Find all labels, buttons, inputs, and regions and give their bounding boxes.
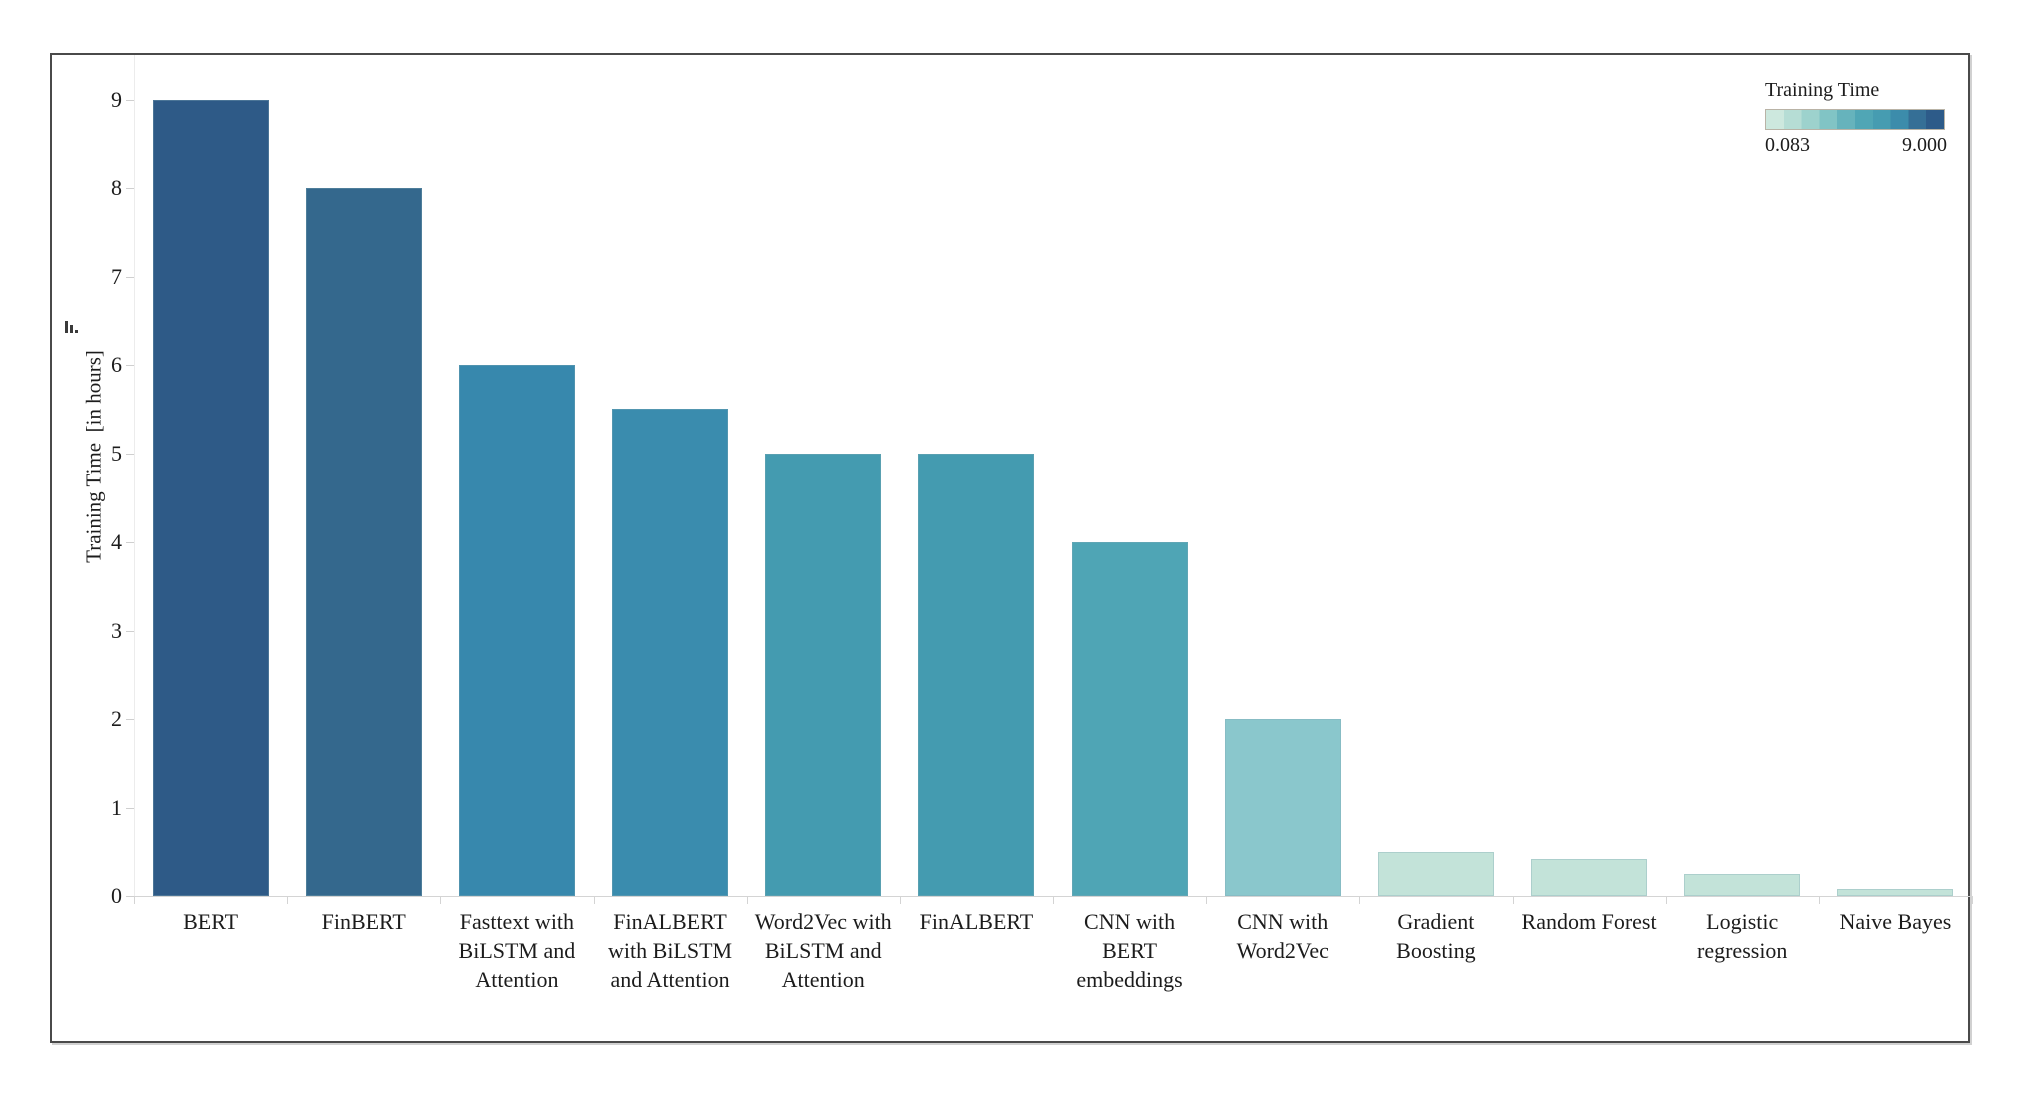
y-tick-label-9: 9 bbox=[111, 86, 122, 112]
bar-finalbert-bilstm-attention[interactable] bbox=[612, 409, 729, 896]
x-label-cnn-bert-embeddings: CNN with BERT embeddings bbox=[1076, 909, 1183, 992]
x-label-logistic-regression: Logistic regression bbox=[1697, 909, 1788, 963]
bar-gradient-boosting[interactable] bbox=[1377, 851, 1494, 896]
x-label-naive-bayes: Naive Bayes bbox=[1839, 909, 1952, 934]
legend-title: Training Time bbox=[1765, 79, 1880, 101]
x-tick-mark bbox=[1053, 896, 1054, 904]
bar-finalbert[interactable] bbox=[918, 453, 1035, 896]
y-tick-mark bbox=[126, 188, 134, 189]
bar-cnn-bert-embeddings[interactable] bbox=[1071, 542, 1188, 896]
legend-color-ramp[interactable] bbox=[1765, 109, 1945, 130]
x-tick-mark bbox=[440, 896, 442, 904]
x-label-bert: BERT bbox=[183, 909, 239, 934]
color-legend[interactable]: Training Time 0.083 9.000 bbox=[1765, 77, 1951, 158]
y-tick-label-0: 0 bbox=[111, 883, 122, 908]
bar-random-forest[interactable] bbox=[1531, 859, 1648, 896]
x-tick-mark bbox=[899, 896, 901, 904]
x-tick-mark bbox=[1359, 896, 1361, 904]
y-tick-label-2: 2 bbox=[111, 706, 122, 731]
x-tick-mark bbox=[287, 896, 289, 904]
bar-naive-bayes[interactable] bbox=[1837, 888, 1954, 896]
y-tick-label-1: 1 bbox=[111, 794, 122, 820]
y-tick-label-4: 4 bbox=[111, 529, 122, 554]
x-label-random-forest: Random Forest bbox=[1521, 909, 1657, 934]
y-tick-label-3: 3 bbox=[111, 617, 122, 643]
bar-logistic-regression[interactable] bbox=[1684, 873, 1801, 896]
x-label-fasttext-bilstm-attention: Fasttext with BiLSTM and Attention bbox=[458, 909, 576, 992]
y-tick-mark bbox=[126, 542, 134, 543]
y-tick-mark bbox=[126, 896, 134, 897]
y-tick-mark bbox=[126, 807, 134, 809]
x-tick-mark bbox=[1972, 896, 1973, 904]
x-label-gradient-boosting: Gradient Boosting bbox=[1396, 909, 1476, 963]
y-tick-mark bbox=[126, 276, 134, 278]
legend-min-label: 0.083 bbox=[1765, 134, 1810, 156]
y-tick-label-7: 7 bbox=[111, 263, 122, 289]
bar-finbert[interactable] bbox=[305, 188, 422, 896]
legend-max-label: 9.000 bbox=[1902, 134, 1947, 156]
y-tick-mark bbox=[126, 365, 134, 366]
x-tick-mark bbox=[593, 896, 595, 904]
y-tick-mark bbox=[126, 719, 134, 720]
x-tick-mark bbox=[1512, 896, 1514, 904]
y-tick-mark bbox=[126, 630, 134, 632]
y-tick-label-6: 6 bbox=[111, 352, 122, 377]
x-label-finbert: FinBERT bbox=[321, 909, 406, 934]
bar-fasttext-bilstm-attention[interactable] bbox=[458, 365, 575, 896]
y-tick-label-5: 5 bbox=[111, 440, 122, 466]
x-tick-mark bbox=[746, 896, 748, 904]
x-label-finalbert: FinALBERT bbox=[919, 909, 1034, 934]
x-label-cnn-word2vec: CNN with Word2Vec bbox=[1236, 909, 1329, 963]
x-tick-mark bbox=[1818, 896, 1820, 904]
x-tick-mark bbox=[1206, 896, 1208, 904]
x-tick-mark bbox=[134, 896, 135, 904]
y-tick-mark bbox=[126, 99, 134, 101]
x-label-word2vec-bilstm-attention: Word2Vec with BiLSTM and Attention bbox=[754, 909, 892, 992]
x-label-finalbert-bilstm-attention: FinALBERT with BiLSTM and Attention bbox=[608, 909, 733, 992]
bar-bert[interactable] bbox=[152, 99, 269, 896]
sort-icon[interactable] bbox=[64, 320, 82, 336]
bar-cnn-word2vec[interactable] bbox=[1224, 719, 1341, 896]
axis-left-divider bbox=[134, 55, 135, 896]
x-tick-mark bbox=[1665, 896, 1667, 904]
y-tick-label-8: 8 bbox=[111, 175, 122, 200]
y-tick-mark bbox=[126, 453, 134, 455]
bar-word2vec-bilstm-attention[interactable] bbox=[765, 453, 882, 896]
